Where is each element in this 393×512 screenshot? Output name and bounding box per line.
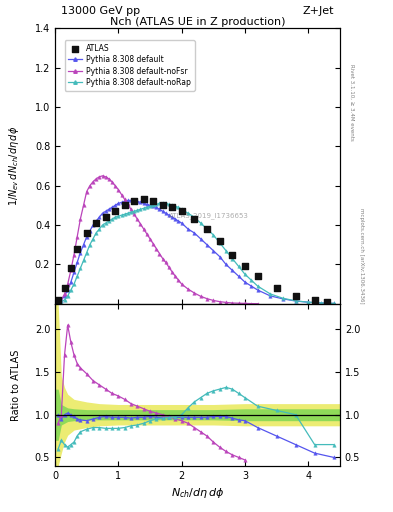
Y-axis label: $1/N_{ev}\,dN_{ch}/d\eta\,d\phi$: $1/N_{ev}\,dN_{ch}/d\eta\,d\phi$ (7, 126, 21, 206)
Point (274, 284, 280, 292)
Point (131, 197, 137, 205)
Point (178, 207, 185, 216)
Point (141, 196, 147, 204)
Point (160, 201, 166, 209)
Legend: ATLAS, Pythia 8.308 default, Pythia 8.308 default-noFsr, Pythia 8.308 default-no: ATLAS, Pythia 8.308 default, Pythia 8.30… (64, 40, 195, 91)
Point (229, 250, 235, 259)
Text: ATLAS_2019_I1736653: ATLAS_2019_I1736653 (169, 212, 249, 219)
Text: Z+Jet: Z+Jet (303, 6, 334, 16)
Point (324, 297, 331, 306)
Point (84, 229, 90, 237)
Point (93, 219, 99, 227)
Text: Rivet 3.1.10, ≥ 3.4M events: Rivet 3.1.10, ≥ 3.4M events (349, 64, 354, 141)
Point (217, 237, 223, 245)
Point (61, 284, 68, 292)
Point (112, 207, 118, 216)
Point (103, 213, 109, 221)
Point (68, 264, 74, 272)
Text: 13000 GeV pp: 13000 GeV pp (61, 6, 140, 16)
Point (169, 203, 175, 211)
Point (292, 292, 299, 300)
Point (242, 262, 248, 270)
Title: Nch (ATLAS UE in Z production): Nch (ATLAS UE in Z production) (110, 17, 285, 27)
Y-axis label: Ratio to ATLAS: Ratio to ATLAS (11, 349, 21, 420)
Point (74, 245, 80, 253)
Point (150, 197, 156, 205)
Point (55, 296, 61, 304)
Point (191, 215, 197, 223)
X-axis label: $N_{ch}/d\eta\,d\phi$: $N_{ch}/d\eta\,d\phi$ (171, 486, 224, 500)
Point (312, 296, 318, 304)
Text: mcplots.cern.ch [arXiv:1306.3436]: mcplots.cern.ch [arXiv:1306.3436] (359, 208, 364, 304)
Point (255, 272, 261, 281)
Point (121, 201, 128, 209)
Point (204, 225, 210, 233)
